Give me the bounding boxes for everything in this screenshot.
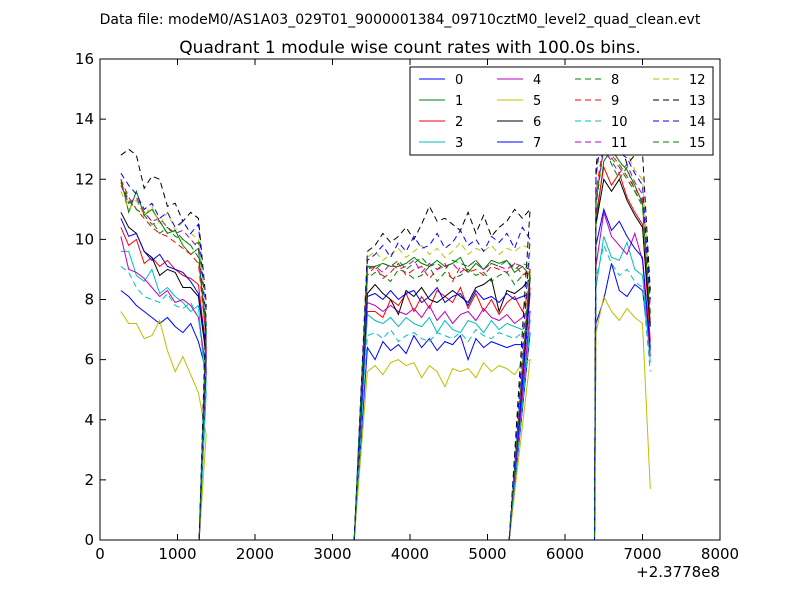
x-offset-label: +2.3778e8 bbox=[636, 563, 720, 581]
x-tick-label: 6000 bbox=[546, 545, 584, 563]
legend-label-13: 13 bbox=[689, 94, 706, 109]
series-line-2 bbox=[120, 165, 651, 541]
y-tick-label: 14 bbox=[75, 110, 94, 128]
x-tick-label: 8000 bbox=[701, 545, 739, 563]
y-tick-label: 6 bbox=[84, 351, 94, 369]
series-line-9 bbox=[120, 141, 651, 541]
x-tick-label: 3000 bbox=[313, 545, 351, 563]
legend-label-5: 5 bbox=[533, 94, 541, 109]
y-tick-label: 4 bbox=[84, 411, 94, 429]
series-line-12 bbox=[120, 95, 651, 541]
y-tick-label: 8 bbox=[84, 291, 94, 309]
legend-label-1: 1 bbox=[455, 94, 463, 109]
y-tick-label: 0 bbox=[84, 531, 94, 549]
x-tick-label: 5000 bbox=[468, 545, 506, 563]
y-tick-label: 16 bbox=[75, 50, 94, 68]
legend-label-7: 7 bbox=[533, 136, 541, 151]
chart-title: Quadrant 1 module wise count rates with … bbox=[179, 38, 640, 58]
y-tick-label: 12 bbox=[75, 170, 94, 188]
legend-label-12: 12 bbox=[689, 73, 706, 88]
x-tick-label: 4000 bbox=[391, 545, 429, 563]
x-tick-label: 0 bbox=[95, 545, 105, 563]
legend-label-0: 0 bbox=[455, 73, 463, 88]
legend-label-6: 6 bbox=[533, 115, 541, 130]
y-tick-label: 10 bbox=[75, 230, 94, 248]
legend-label-11: 11 bbox=[611, 136, 628, 151]
plot-area bbox=[120, 95, 651, 541]
legend-label-10: 10 bbox=[611, 115, 628, 130]
page-title: Data file: modeM0/AS1A03_029T01_90000013… bbox=[100, 12, 701, 28]
legend-label-14: 14 bbox=[689, 115, 706, 130]
x-tick-label: 1000 bbox=[158, 545, 196, 563]
x-tick-label: 7000 bbox=[623, 545, 661, 563]
legend-label-4: 4 bbox=[533, 73, 541, 88]
legend-label-2: 2 bbox=[455, 115, 463, 130]
y-tick-label: 2 bbox=[84, 471, 94, 489]
legend-label-3: 3 bbox=[455, 136, 463, 151]
series-line-15 bbox=[120, 141, 651, 541]
series-line-14 bbox=[120, 115, 651, 541]
legend-box bbox=[409, 66, 714, 156]
legend-label-8: 8 bbox=[611, 73, 619, 88]
series-line-8 bbox=[120, 144, 651, 541]
legend-label-15: 15 bbox=[689, 136, 706, 151]
axes: 0 1000 2000 3000 4000 5000 6000 7000 80000246810… bbox=[75, 50, 739, 563]
legend-label-9: 9 bbox=[611, 94, 619, 109]
x-tick-label: 2000 bbox=[236, 545, 274, 563]
